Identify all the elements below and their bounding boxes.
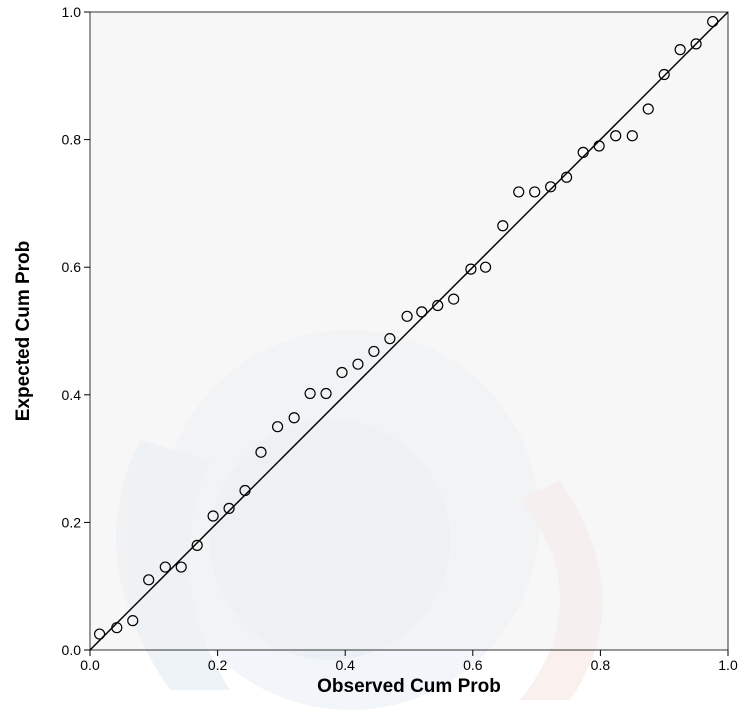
data-point	[497, 220, 509, 232]
data-point	[191, 539, 203, 551]
data-point	[674, 44, 686, 56]
y-tick-label: 0.2	[62, 514, 82, 530]
data-point	[175, 561, 187, 573]
data-point	[707, 15, 719, 28]
data-point	[658, 68, 670, 81]
x-tick-label: 0.0	[80, 657, 100, 673]
data-point	[159, 561, 171, 573]
data-point	[416, 306, 428, 318]
reference-line	[89, 11, 729, 651]
data-point	[642, 103, 654, 115]
data-point	[143, 574, 155, 586]
x-tick-label: 0.4	[335, 657, 355, 673]
data-point	[465, 263, 477, 275]
x-tick-label: 1.0	[718, 657, 738, 673]
data-point	[93, 628, 106, 640]
y-tick-label: 1.0	[62, 4, 82, 20]
data-point	[401, 310, 413, 322]
x-tick-label: 0.8	[591, 657, 611, 673]
data-point	[545, 181, 557, 193]
data-point	[593, 140, 605, 152]
data-point	[577, 146, 589, 158]
y-axis-ticks: 0.0 0.2 0.4 0.6 0.8 1.0	[62, 4, 90, 658]
data-point	[479, 261, 492, 273]
data-point	[448, 293, 460, 305]
data-point	[626, 130, 638, 142]
data-point	[336, 366, 348, 379]
data-point	[207, 510, 219, 522]
data-point	[320, 387, 332, 400]
y-tick-label: 0.0	[62, 642, 82, 658]
x-axis-label: Observed Cum Prob	[317, 676, 501, 697]
data-point	[352, 358, 364, 370]
data-point	[304, 387, 316, 400]
data-point	[560, 171, 573, 183]
data-point	[127, 615, 139, 627]
y-tick-label: 0.8	[62, 132, 82, 148]
data-point	[690, 38, 702, 50]
y-tick-label: 0.6	[62, 259, 82, 275]
y-axis-label: Expected Cum Prob	[13, 241, 34, 422]
data-point	[368, 345, 380, 358]
x-axis-ticks: 0.0 0.2 0.4 0.6 0.8 1.0	[80, 650, 738, 673]
data-point	[513, 186, 525, 198]
data-point	[255, 446, 267, 458]
data-point	[432, 299, 444, 312]
data-point	[239, 484, 251, 497]
data-point	[111, 622, 123, 634]
data-point	[271, 421, 284, 433]
data-point	[223, 502, 235, 514]
data-points	[93, 15, 719, 640]
data-point	[288, 412, 300, 424]
data-point	[384, 333, 396, 345]
y-tick-label: 0.4	[62, 387, 82, 403]
data-point	[610, 130, 622, 142]
x-tick-label: 0.6	[463, 657, 483, 673]
x-tick-label: 0.2	[208, 657, 228, 673]
data-point	[529, 186, 541, 198]
